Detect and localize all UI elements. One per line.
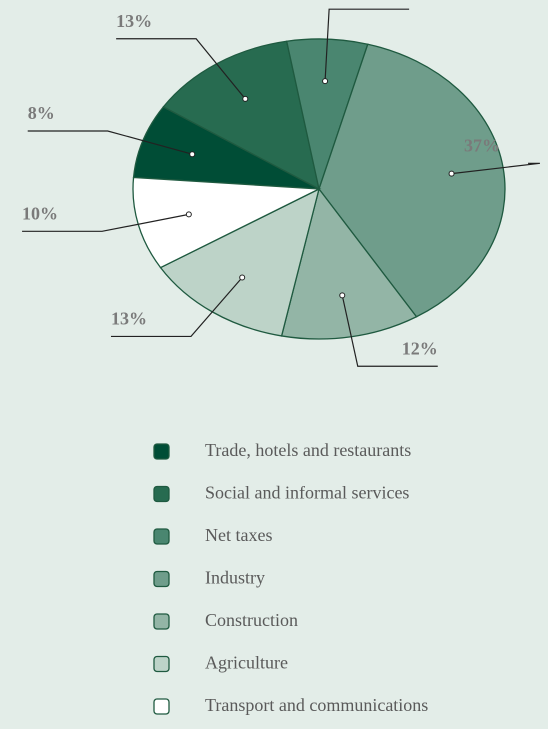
legend-swatch bbox=[153, 528, 170, 545]
legend-label: Transport and communications bbox=[205, 695, 428, 715]
leader-dot bbox=[448, 170, 455, 177]
legend-label: Construction bbox=[205, 610, 298, 630]
value-label: 13% bbox=[111, 309, 147, 329]
legend-swatch bbox=[153, 613, 170, 630]
leader-line bbox=[451, 162, 540, 175]
value-label: 10% bbox=[22, 203, 58, 223]
legend-swatch bbox=[153, 655, 170, 673]
legend-label: Trade, hotels and restaurants bbox=[205, 440, 411, 460]
value-label: 37% bbox=[464, 135, 500, 155]
value-label: 7% bbox=[382, 0, 409, 1]
legend-swatch bbox=[153, 485, 170, 503]
leader-line bbox=[341, 295, 438, 367]
leader-dot bbox=[322, 78, 329, 85]
legend-label: Net taxes bbox=[205, 525, 272, 545]
leader-dot bbox=[239, 274, 246, 281]
leader-line bbox=[110, 277, 243, 338]
legend-swatch bbox=[153, 443, 170, 460]
legend-label: Industry bbox=[205, 568, 265, 588]
leader-dot bbox=[185, 211, 192, 218]
leader-line bbox=[324, 8, 410, 82]
leader-dot bbox=[339, 292, 346, 299]
value-label: 8% bbox=[28, 103, 55, 123]
legend-label: Social and informal services bbox=[205, 483, 409, 503]
leader-dot bbox=[189, 151, 196, 158]
leader-line bbox=[22, 213, 189, 232]
legend-swatch bbox=[153, 570, 170, 588]
leader-line bbox=[27, 130, 193, 155]
legend-label: Agriculture bbox=[205, 653, 288, 673]
value-label: 12% bbox=[402, 338, 438, 358]
legend-swatch bbox=[153, 698, 170, 715]
value-label: 13% bbox=[116, 11, 152, 31]
leader-line bbox=[116, 38, 246, 100]
leader-dot bbox=[242, 95, 249, 102]
